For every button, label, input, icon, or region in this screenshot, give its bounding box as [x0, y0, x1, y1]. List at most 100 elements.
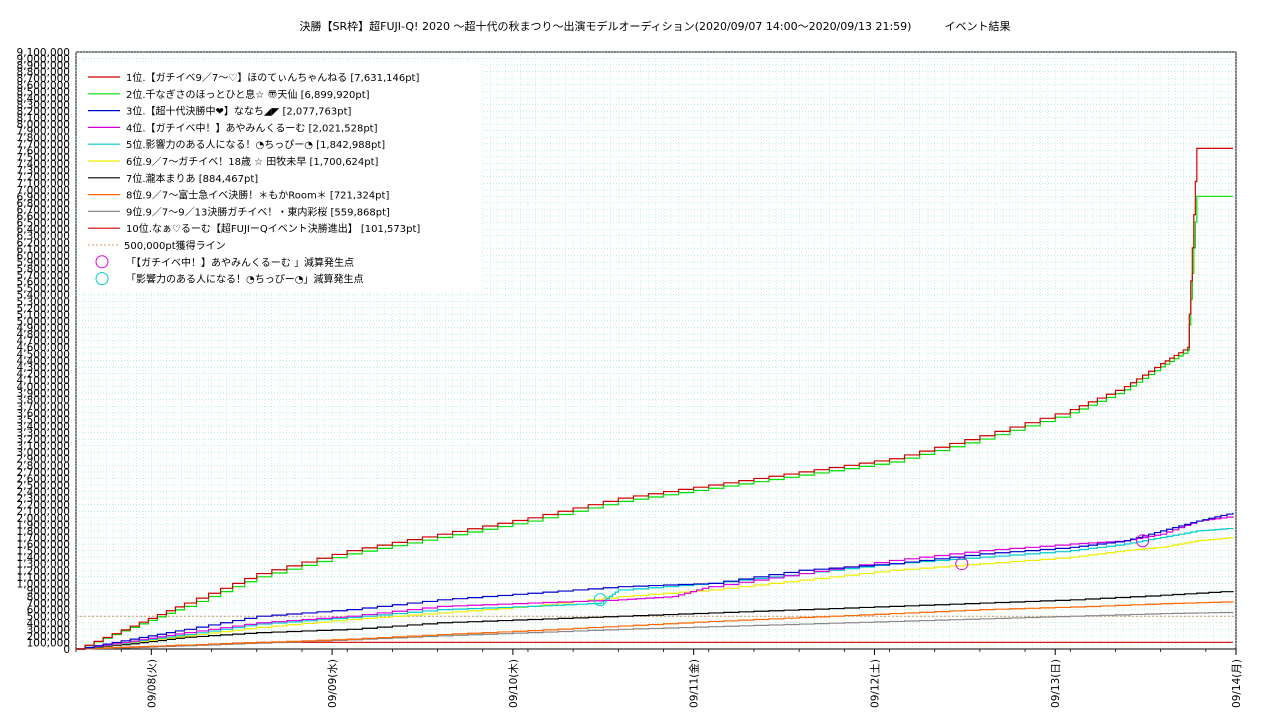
y-tick-label: 3,100,000 [17, 441, 70, 453]
x-tick-label: 09/11(金) [688, 659, 701, 708]
y-tick-label: 4,400,000 [17, 355, 70, 367]
y-tick-label: 3,200,000 [17, 434, 70, 446]
y-tick-label: 7,400,000 [17, 159, 70, 171]
y-tick-label: 8,400,000 [17, 93, 70, 105]
y-tick-label: 5,200,000 [17, 303, 70, 315]
y-tick-label: 6,200,000 [17, 237, 70, 249]
series-line [76, 147, 1233, 650]
y-tick-label: 8,200,000 [17, 106, 70, 118]
series-line [76, 527, 1234, 650]
y-tick-label: 7,100,000 [17, 178, 70, 190]
y-tick-label: 7,200,000 [17, 172, 70, 184]
legend-entry: 4位.【ガチイベ中！】あやみんくるーむ [2,021,528pt] [126, 121, 378, 134]
y-tick-label: 100,000 [27, 637, 70, 649]
x-tick-label: 09/14(月) [1231, 659, 1243, 708]
y-tick-label: 2,200,000 [17, 500, 70, 512]
y-tick-label: 1,600,000 [17, 539, 70, 551]
y-tick-label: 5,900,000 [17, 257, 70, 269]
series-line [76, 537, 1234, 650]
y-tick-label: 5,300,000 [17, 296, 70, 308]
plot-area [76, 147, 1236, 650]
legend-entry: 9位.9／7〜9／13決勝ガチイベ！・東内彩桜 [559,868pt] [126, 205, 390, 218]
y-tick-label: 3,600,000 [17, 408, 70, 420]
legend-entry: 10位.なぁ♡るーむ【超FUJIーQイベント決勝進出】 [101,573pt] [126, 222, 420, 235]
y-tick-label: 2,900,000 [17, 454, 70, 466]
y-tick-label: 800,000 [27, 592, 70, 604]
y-tick-label: 1,900,000 [17, 519, 70, 531]
y-tick-label: 2,300,000 [17, 493, 70, 505]
y-tick-label: 6,500,000 [17, 218, 70, 230]
legend-entry: 6位.9／7〜ガチイベ！18歳 ☆ 田牧未早 [1,700,624pt] [126, 155, 379, 168]
y-tick-label: 3,400,000 [17, 421, 70, 433]
legend-entry: 「【ガチイベ中！】あやみんくるーむ 」減算発生点 [126, 256, 354, 269]
y-tick-label: 4,100,000 [17, 375, 70, 387]
y-tick-label: 6,300,000 [17, 231, 70, 243]
y-tick-label: 4,700,000 [17, 336, 70, 348]
y-tick-label: 500,000 [27, 611, 70, 623]
y-tick-label: 7,500,000 [17, 152, 70, 164]
y-tick-label: 5,100,000 [17, 309, 70, 321]
y-tick-label: 5,500,000 [17, 283, 70, 295]
y-tick-label: 5,800,000 [17, 263, 70, 275]
y-tick-label: 900,000 [27, 585, 70, 597]
y-tick-label: 1,800,000 [17, 526, 70, 538]
y-tick-label: 3,300,000 [17, 428, 70, 440]
y-tick-label: 3,900,000 [17, 388, 70, 400]
y-tick-label: 3,700,000 [17, 401, 70, 413]
x-axis: 09/08(火) 09/09(水) 09/10(木) 09/11(金) 09/12(土)… [75, 649, 1243, 708]
y-tick-label: 8,500,000 [17, 86, 70, 98]
y-tick-label: 3,000,000 [17, 447, 70, 459]
y-tick-label: 1,400,000 [17, 552, 70, 564]
y-tick-label: 600,000 [27, 605, 70, 617]
y-tick-label: 4,300,000 [17, 362, 70, 374]
y-tick-label: 6,000,000 [17, 250, 70, 262]
y-tick-label: 0 [63, 644, 70, 656]
legend-marker [95, 272, 109, 286]
y-tick-label: 300,000 [27, 624, 70, 636]
y-tick-label: 7,800,000 [17, 132, 70, 144]
series-line [76, 195, 1233, 650]
y-tick-label: 4,800,000 [17, 329, 70, 341]
series-line [76, 611, 1234, 650]
y-tick-label: 5,000,000 [17, 316, 70, 328]
y-tick-label: 2,100,000 [17, 506, 70, 518]
legend-entry: 3位.【超十代決勝中❤】ななち◢◤ [2,077,763pt] [126, 105, 352, 118]
y-tick-label: 5,400,000 [17, 290, 70, 302]
series-line [76, 601, 1234, 650]
y-tick-label: 7,700,000 [17, 139, 70, 151]
series-line [76, 590, 1234, 650]
y-tick-label: 2,800,000 [17, 460, 70, 472]
y-tick-label: 400,000 [27, 618, 70, 630]
y-tick-label: 4,000,000 [17, 382, 70, 394]
y-tick-label: 1,700,000 [17, 532, 70, 544]
y-tick-label: 1,000,000 [17, 578, 70, 590]
y-tick-label: 2,500,000 [17, 480, 70, 492]
y-tick-label: 4,500,000 [17, 349, 70, 361]
deduction-marker [593, 593, 607, 607]
y-tick-label: 8,000,000 [17, 119, 70, 131]
y-tick-label: 4,600,000 [17, 342, 70, 354]
y-tick-label: 7,900,000 [17, 126, 70, 138]
y-tick-label: 7,300,000 [17, 165, 70, 177]
chart-title: 決勝【SR枠】超FUJI-Q! 2020 〜超十代の秋まつり〜出演モデルオーディ… [299, 20, 1011, 33]
x-tick-label: 09/09(水) [327, 659, 339, 708]
y-tick-label: 8,600,000 [17, 80, 70, 92]
y-tick-label: 5,700,000 [17, 270, 70, 282]
y-tick-label: 1,500,000 [17, 546, 70, 558]
legend-entry: 7位.瀧本まりあ [884,467pt] [126, 172, 258, 185]
y-tick-label: 8,300,000 [17, 99, 70, 111]
y-tick-label: 2,600,000 [17, 473, 70, 485]
y-tick-label: 4,900,000 [17, 323, 70, 335]
y-tick-label: 6,800,000 [17, 198, 70, 210]
y-tick-label: 7,600,000 [17, 145, 70, 157]
x-tick-label: 09/13(日) [1050, 659, 1062, 708]
x-tick-label: 09/08(火) [146, 659, 158, 708]
legend: 1位.【ガチイベ9／7〜♡】ほのてぃんちゃんねる [7,631,146pt] 2位… [82, 62, 482, 292]
y-tick-label: 4,200,000 [17, 368, 70, 380]
y-tick-label: 1,200,000 [17, 565, 70, 577]
legend-entry: 5位.影響力のある人になる！◔ちっぴー◔ [1,842,988pt] [126, 138, 385, 151]
y-tick-label: 8,800,000 [17, 67, 70, 79]
x-tick-label: 09/12(土) [868, 659, 881, 708]
y-tick-label: 8,100,000 [17, 113, 70, 125]
